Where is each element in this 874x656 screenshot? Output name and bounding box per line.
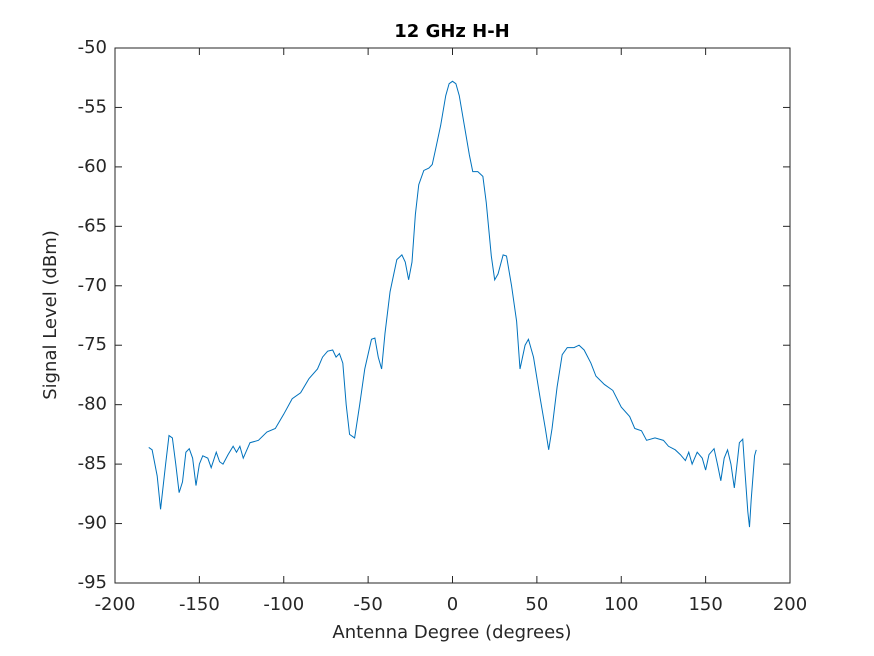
x-tick-label: 50 [525, 594, 548, 615]
x-tick-label: 0 [447, 594, 458, 615]
y-tick-label: -50 [78, 37, 107, 58]
x-tick-label: -200 [95, 594, 136, 615]
y-tick-label: -80 [78, 394, 107, 415]
y-tick-label: -65 [78, 215, 107, 236]
x-tick-label: -100 [263, 594, 304, 615]
x-tick-label: -150 [179, 594, 220, 615]
x-axis-label: Antenna Degree (degrees) [332, 622, 571, 643]
y-tick-label: -85 [78, 453, 107, 474]
y-tick-label: -95 [78, 572, 107, 593]
y-tick-label: -90 [78, 513, 107, 534]
x-tick-label: 100 [604, 594, 638, 615]
x-tick-label: 200 [773, 594, 807, 615]
y-tick-label: -55 [78, 96, 107, 117]
chart-title: 12 GHz H-H [394, 21, 510, 42]
y-axis-label: Signal Level (dBm) [40, 230, 61, 400]
y-tick-label: -75 [78, 334, 107, 355]
x-tick-label: -50 [353, 594, 382, 615]
x-tick-label: 150 [688, 594, 722, 615]
y-tick-label: -60 [78, 156, 107, 177]
data-line [148, 80, 757, 528]
y-tick-label: -70 [78, 275, 107, 296]
